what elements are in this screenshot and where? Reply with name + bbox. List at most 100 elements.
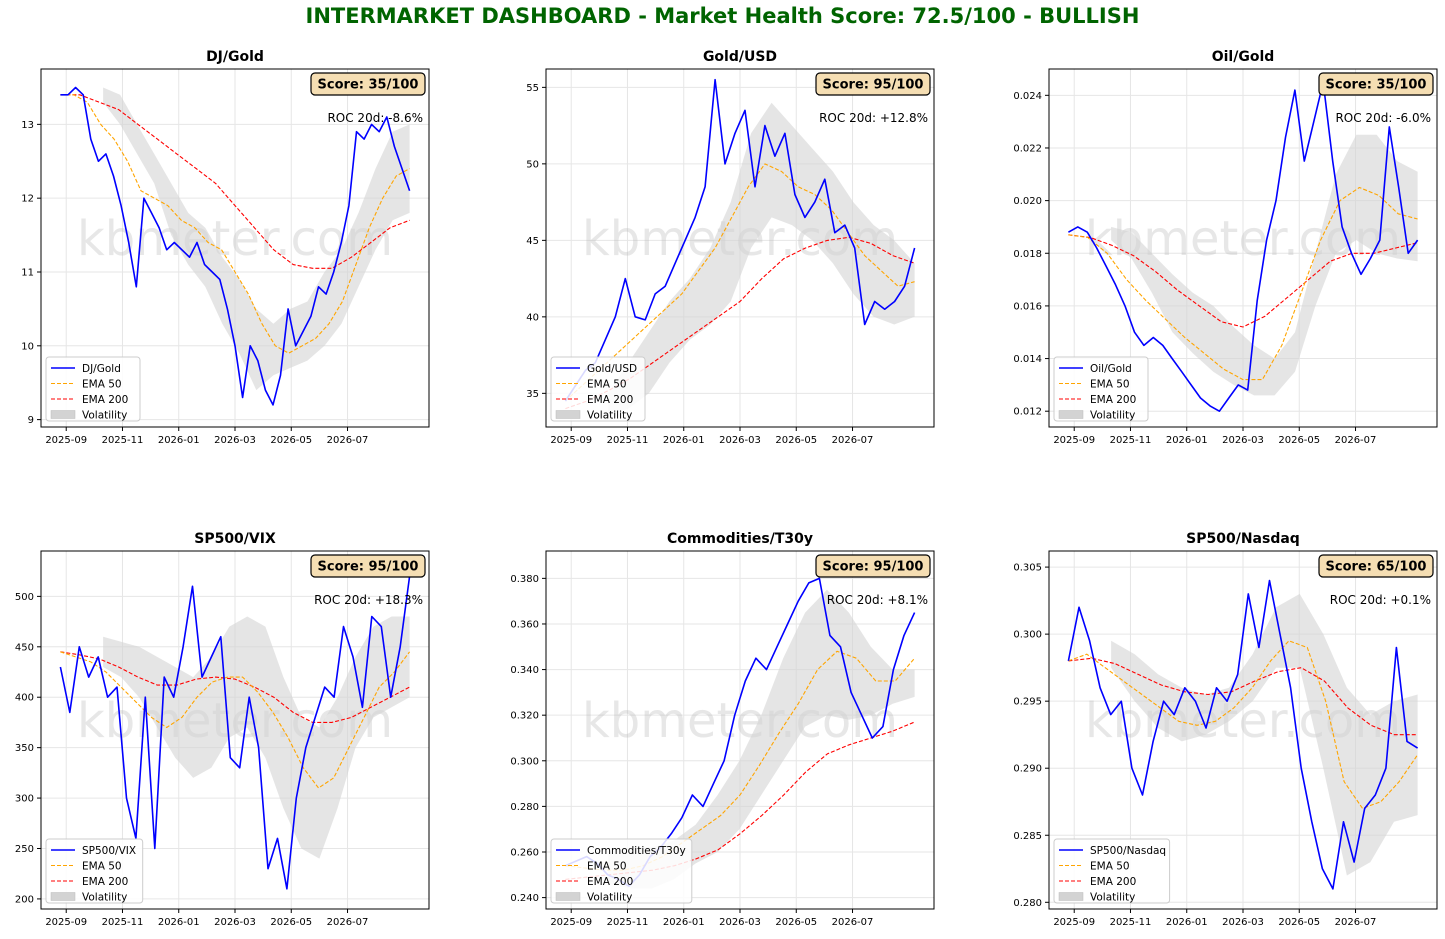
volatility-band [608, 102, 915, 417]
ratio-line [60, 86, 411, 406]
chart-panel-commodities-t30y: Commodities/T30y 2025-09 2025-11 2026-01 202… [510, 531, 935, 928]
legend-label: EMA 200 [587, 876, 633, 888]
y-tick-label: 0.012 [1013, 407, 1042, 418]
ema50-line [60, 651, 411, 789]
x-tick-label: 2026-05 [270, 435, 312, 446]
legend-box [550, 838, 693, 904]
legend-swatch-volatility [1058, 410, 1084, 419]
x-tick-label: 2025-09 [1053, 435, 1095, 446]
score-label: Score: 65/100 [1326, 560, 1427, 575]
score-label: Score: 95/100 [823, 78, 924, 93]
x-tick-label: 2025-09 [550, 917, 592, 928]
roc-label: ROC 20d: +18.3% [314, 593, 423, 607]
score-box [310, 72, 426, 96]
legend-label: EMA 50 [1090, 860, 1130, 872]
x-tick-label: 2026-05 [1278, 917, 1320, 928]
legend-label: Volatility [587, 891, 632, 903]
y-tick-label: 300 [15, 794, 34, 805]
x-tick-label: 2025-09 [45, 435, 87, 446]
volatility-band [103, 87, 410, 391]
legend-label: EMA 50 [82, 378, 122, 390]
y-tick-label: 13 [21, 120, 34, 131]
x-tick-label: 2025-11 [1110, 917, 1152, 928]
axes-frame [1048, 550, 1438, 910]
ema50-line [1068, 186, 1418, 381]
y-tick-label: 450 [15, 642, 34, 653]
plot-area [1068, 81, 1419, 413]
legend-swatch-volatility [555, 892, 581, 901]
ratio-line [564, 78, 916, 402]
roc-label: ROC 20d: +0.1% [1330, 593, 1431, 607]
y-tick-label: 0.285 [1013, 831, 1042, 842]
chart-title: SP500/Nasdaq [1186, 531, 1300, 547]
score-label: Score: 35/100 [1326, 78, 1427, 93]
legend-swatch-volatility [1058, 892, 1084, 901]
legend-box [45, 838, 144, 904]
y-tick-label: 0.300 [1013, 630, 1042, 641]
x-tick-label: 2025-09 [45, 917, 87, 928]
score-label: Score: 95/100 [318, 560, 419, 575]
x-tick-label: 2025-09 [1053, 917, 1095, 928]
roc-label: ROC 20d: -8.6% [327, 111, 423, 125]
x-tick-label: 2025-11 [102, 435, 144, 446]
y-tick-label: 0.305 [1013, 563, 1042, 574]
legend-label: DJ/Gold [82, 363, 121, 375]
x-tick-label: 2026-03 [1222, 435, 1264, 446]
y-tick-label: 0.024 [1013, 91, 1042, 102]
roc-label: ROC 20d: +8.1% [827, 593, 928, 607]
ema50-line [565, 650, 916, 871]
legend-label: Oil/Gold [1090, 363, 1132, 375]
x-tick-label: 2025-11 [607, 435, 649, 446]
axes-frame [545, 550, 935, 910]
legend-label: EMA 200 [587, 394, 633, 406]
y-tick-label: 0.014 [1013, 354, 1042, 365]
legend-label: Volatility [1090, 409, 1135, 421]
roc-label: ROC 20d: +12.8% [819, 111, 928, 125]
x-tick-label: 2025-11 [1110, 435, 1152, 446]
x-tick-label: 2026-07 [1335, 435, 1377, 446]
ema50-line [60, 94, 410, 354]
volatility-band [1111, 593, 1418, 876]
x-tick-label: 2026-07 [832, 917, 874, 928]
ema200-line [60, 94, 410, 269]
legend-swatch-volatility [50, 892, 76, 901]
x-tick-label: 2026-05 [775, 917, 817, 928]
ema200-line [565, 721, 915, 880]
legend-label: Volatility [82, 409, 127, 421]
roc-label: ROC 20d: -6.0% [1335, 111, 1431, 125]
y-tick-label: 200 [15, 894, 34, 905]
x-tick-label: 2026-01 [663, 435, 705, 446]
legend-box [550, 356, 646, 422]
legend-label: Commodities/T30y [587, 845, 686, 857]
x-tick-label: 2026-01 [1166, 917, 1208, 928]
y-tick-label: 0.280 [1013, 898, 1042, 909]
y-tick-label: 0.016 [1013, 301, 1042, 312]
x-tick-label: 2026-07 [327, 435, 369, 446]
x-tick-label: 2025-09 [550, 435, 592, 446]
x-tick-label: 2026-01 [158, 435, 200, 446]
dashboard-title: INTERMARKET DASHBOARD - Market Health Sc… [305, 4, 1140, 28]
legend-label: EMA 50 [1090, 378, 1130, 390]
legend-label: EMA 50 [587, 860, 627, 872]
y-tick-label: 400 [15, 693, 34, 704]
chart-panel-oil-gold: Oil/Gold 2025-09 2025-11 2026-01 2026-03 2026… [1013, 49, 1438, 446]
y-tick-label: 45 [526, 236, 539, 247]
y-tick-label: 0.018 [1013, 249, 1042, 260]
x-tick-label: 2026-03 [214, 917, 256, 928]
x-tick-label: 2025-11 [607, 917, 649, 928]
legend-label: Volatility [1090, 891, 1135, 903]
y-tick-label: 0.360 [510, 619, 539, 630]
y-tick-label: 10 [21, 341, 34, 352]
y-tick-label: 12 [21, 194, 34, 205]
plot-area [1067, 579, 1419, 890]
legend-box [1053, 838, 1171, 904]
plot-area [60, 86, 411, 406]
x-tick-label: 2026-05 [270, 917, 312, 928]
x-tick-label: 2026-07 [1335, 917, 1377, 928]
y-tick-label: 50 [526, 159, 539, 170]
y-tick-label: 0.260 [510, 847, 539, 858]
chart-panel-gold-usd: Gold/USD 2025-09 2025-11 2026-01 2026-03 2026… [526, 49, 935, 446]
x-tick-label: 2026-07 [832, 435, 874, 446]
axes-frame [545, 68, 935, 428]
legend-label: Volatility [587, 409, 632, 421]
